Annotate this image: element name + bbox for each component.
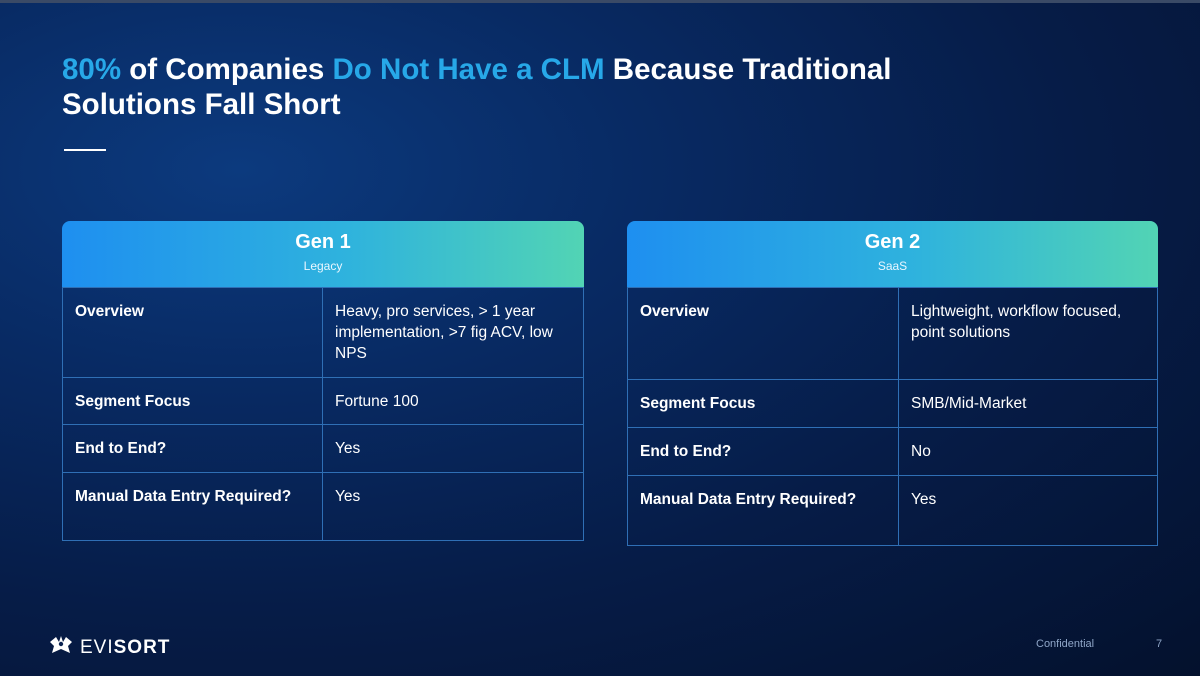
row-label: Overview	[627, 287, 899, 380]
card-subtitle: SaaS	[877, 259, 908, 273]
table-row: Overview Heavy, pro services, > 1 year i…	[62, 287, 584, 378]
table-row: End to End? Yes	[62, 424, 584, 473]
row-value: Fortune 100	[322, 377, 584, 425]
title-text-1: of Companies	[121, 53, 333, 86]
card-gen-2: Gen 2 SaaS Overview Lightweight, workflo…	[627, 221, 1158, 546]
table-row: End to End? No	[627, 427, 1158, 476]
card-header: Gen 1 Legacy	[62, 221, 584, 287]
card-gen-1: Gen 1 Legacy Overview Heavy, pro service…	[62, 221, 584, 541]
row-label: End to End?	[62, 424, 323, 473]
evisort-logo-icon	[48, 634, 74, 661]
logo-wordmark: EVISORT	[80, 637, 170, 659]
comparison-table: Overview Lightweight, workflow focused, …	[627, 287, 1158, 546]
title-text-2: Because Traditional	[604, 53, 892, 86]
row-value: Yes	[322, 472, 584, 541]
row-label: End to End?	[627, 427, 899, 476]
title-accent-percent: 80%	[62, 53, 122, 86]
card-title: Gen 1	[295, 231, 351, 253]
table-row: Manual Data Entry Required? Yes	[62, 472, 584, 541]
evisort-logo: EVISORT	[48, 634, 170, 661]
title-line-2: Solutions Fall Short	[62, 88, 341, 121]
page-number: 7	[1156, 638, 1163, 650]
comparison-table: Overview Heavy, pro services, > 1 year i…	[62, 287, 584, 541]
row-value: Yes	[898, 475, 1158, 546]
logo-text-light: EVI	[80, 636, 114, 658]
row-label: Manual Data Entry Required?	[62, 472, 323, 541]
table-row: Manual Data Entry Required? Yes	[627, 475, 1158, 546]
card-subtitle: Legacy	[303, 259, 343, 273]
row-label: Overview	[62, 287, 323, 378]
table-row: Overview Lightweight, workflow focused, …	[627, 287, 1158, 380]
top-rule	[0, 0, 1200, 3]
row-value: Lightweight, workflow focused, point sol…	[898, 287, 1158, 380]
logo-text-bold: SORT	[113, 636, 171, 658]
row-label: Segment Focus	[62, 377, 323, 425]
card-header: Gen 2 SaaS	[627, 221, 1158, 287]
row-label: Segment Focus	[627, 379, 899, 428]
table-row: Segment Focus SMB/Mid-Market	[627, 379, 1158, 428]
title-underline	[64, 149, 106, 151]
row-label: Manual Data Entry Required?	[627, 475, 899, 546]
slide-title: 80% of Companies Do Not Have a CLM Becau…	[62, 52, 892, 122]
row-value: SMB/Mid-Market	[898, 379, 1158, 428]
title-accent-phrase: Do Not Have a CLM	[332, 53, 605, 86]
row-value: Heavy, pro services, > 1 year implementa…	[322, 287, 584, 378]
confidential-label: Confidential	[1036, 638, 1095, 650]
row-value: No	[898, 427, 1158, 476]
table-row: Segment Focus Fortune 100	[62, 377, 584, 425]
card-title: Gen 2	[864, 231, 921, 253]
row-value: Yes	[322, 424, 584, 473]
